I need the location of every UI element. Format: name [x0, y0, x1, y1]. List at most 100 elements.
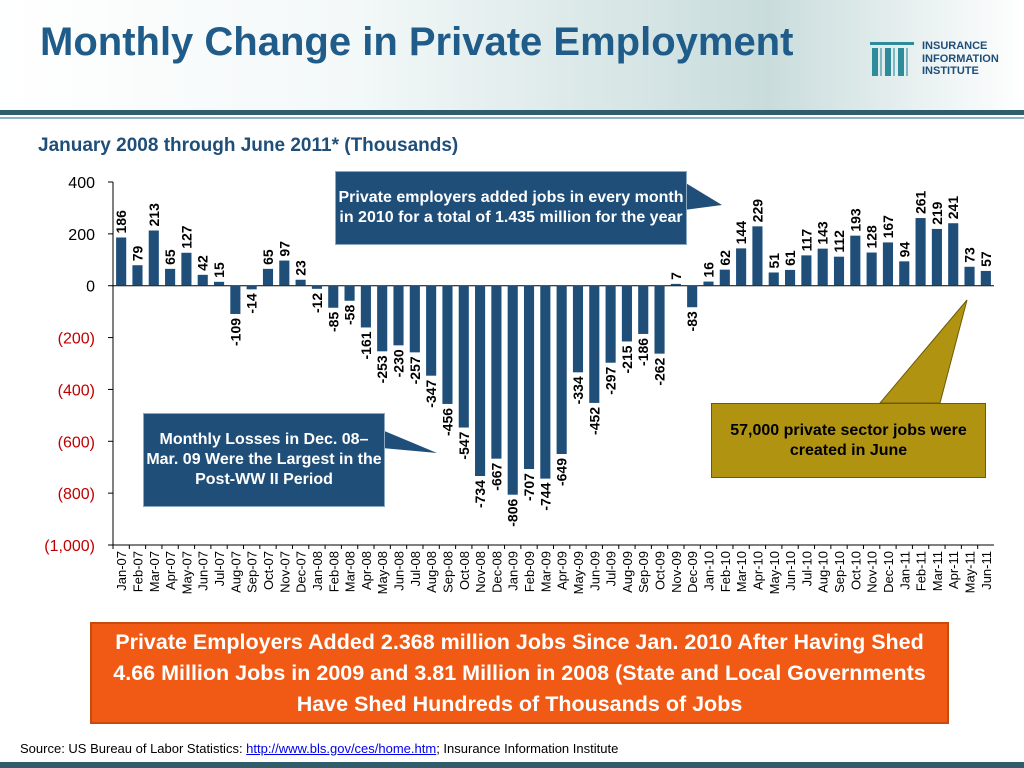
bar [409, 285, 420, 353]
y-tick-label: (1,000) [44, 538, 95, 555]
bar [964, 266, 975, 286]
x-tick-label: Apr-11 [946, 551, 961, 589]
x-tick-label: Jan-07 [114, 551, 129, 591]
data-label: -334 [570, 376, 586, 404]
y-tick-label: (200) [58, 331, 95, 348]
bar [426, 285, 437, 376]
bar-chart: 400 200 0 (200) (400) (600) (800) (1,000) 186 Jan… [44, 175, 994, 594]
data-label: -186 [635, 338, 651, 366]
x-tick-label: Apr-07 [163, 551, 178, 590]
data-label: -161 [358, 331, 374, 359]
x-tick-label: Sep-09 [636, 551, 651, 593]
x-tick-label: Oct-10 [848, 551, 863, 590]
bar [197, 274, 208, 286]
x-tick-label: Jun-07 [196, 551, 211, 591]
data-label: 94 [896, 242, 912, 258]
data-label: 112 [831, 230, 847, 253]
bar [458, 285, 469, 428]
x-tick-label: Mar-09 [538, 551, 553, 592]
data-label: 51 [766, 253, 782, 269]
summary-banner: Private Employers Added 2.368 million Jo… [90, 622, 949, 724]
bar [899, 261, 910, 286]
bar [344, 285, 355, 301]
data-label: -667 [488, 462, 504, 490]
bar [801, 255, 812, 286]
x-tick-label: Apr-08 [359, 551, 374, 590]
source-prefix: Source: US Bureau of Labor Statistics: [20, 741, 247, 756]
bar [523, 285, 535, 470]
x-tick-label: May-09 [571, 551, 586, 594]
data-label: -347 [423, 379, 439, 407]
bar [736, 248, 747, 286]
data-label: 127 [178, 225, 194, 249]
bar [491, 285, 502, 459]
bar [246, 285, 257, 290]
bar [850, 235, 861, 286]
data-label: -83 [684, 311, 700, 331]
x-tick-label: Jan-11 [897, 551, 912, 590]
bar [948, 223, 959, 286]
bar [719, 269, 730, 286]
data-label: -58 [342, 305, 358, 325]
x-tick-label: Sep-07 [245, 551, 260, 593]
x-tick-label: Feb-09 [522, 551, 537, 592]
x-tick-label: Feb-10 [718, 551, 733, 592]
bar [670, 283, 681, 286]
data-label: -215 [619, 345, 635, 373]
x-tick-label: Jun-08 [392, 551, 407, 591]
bar [556, 285, 567, 454]
data-label: -452 [586, 407, 602, 435]
x-tick-label: Aug-08 [424, 551, 439, 593]
callout-2010-text: Private employers added jobs in every mo… [338, 189, 684, 226]
bar [638, 285, 649, 334]
x-tick-label: Nov-07 [277, 551, 292, 593]
data-label: 42 [195, 255, 211, 271]
data-label: 15 [211, 262, 227, 278]
source-link[interactable]: http://www.bls.gov/ces/home.htm [246, 741, 437, 756]
slide-title: Monthly Change in Private Employment [40, 20, 794, 64]
bar [621, 285, 632, 342]
x-tick-label: Dec-10 [881, 551, 896, 593]
x-tick-label: Jun-11 [979, 551, 994, 590]
data-label: 73 [962, 247, 978, 263]
data-label: -456 [439, 408, 455, 436]
x-tick-label: May-11 [963, 551, 978, 593]
logo-wordmark: INSURANCE INFORMATION INSTITUTE [922, 40, 999, 78]
callout-losses-text: Monthly Losses in Dec. 08–Mar. 09 Were t… [146, 431, 382, 488]
x-tick-label: Jul-08 [408, 551, 423, 586]
data-label: 219 [929, 201, 945, 225]
x-tick-label: Mar-11 [930, 551, 945, 591]
bar [572, 285, 584, 373]
data-label: 57 [978, 251, 994, 267]
bar [328, 285, 339, 308]
bar [295, 279, 306, 286]
bar [589, 285, 600, 403]
data-label: 23 [293, 260, 309, 276]
data-label: 229 [749, 199, 765, 223]
bar [393, 285, 404, 346]
data-label: 128 [864, 225, 880, 249]
data-label: 261 [913, 190, 929, 214]
callout-pointer-losses [382, 430, 437, 453]
data-label: -649 [554, 458, 570, 486]
header-divider-thin [0, 117, 1024, 119]
data-label: -262 [652, 357, 668, 385]
chart-subtitle: January 2008 through June 2011* (Thousan… [38, 135, 459, 156]
data-label: -253 [374, 355, 390, 383]
y-tick-label: (400) [58, 382, 95, 399]
data-label: 16 [700, 262, 716, 278]
data-label: 7 [668, 272, 684, 280]
x-tick-label: Jan-10 [701, 551, 716, 591]
data-label: -806 [505, 498, 521, 526]
header-divider [0, 110, 1024, 115]
bar [475, 285, 486, 477]
bar [931, 228, 942, 286]
x-tick-label: Nov-10 [865, 551, 880, 593]
bar [785, 269, 796, 286]
bar [148, 230, 159, 286]
source-note: Source: US Bureau of Labor Statistics: h… [20, 741, 618, 756]
logo-line-3: INSTITUTE [922, 65, 979, 77]
logo-line-1: INSURANCE [922, 40, 988, 52]
x-tick-label: Aug-09 [620, 551, 635, 593]
